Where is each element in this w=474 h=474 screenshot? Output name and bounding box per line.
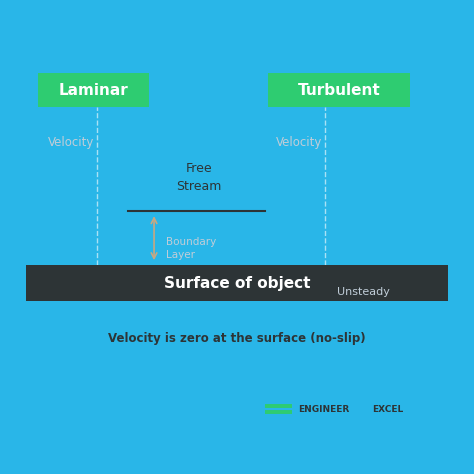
Text: Turbulent: Turbulent xyxy=(298,82,380,98)
Text: Boundary
Layer: Boundary Layer xyxy=(166,237,216,260)
FancyBboxPatch shape xyxy=(26,265,448,301)
FancyBboxPatch shape xyxy=(38,73,149,107)
FancyBboxPatch shape xyxy=(268,73,410,107)
Text: Laminar: Laminar xyxy=(59,82,128,98)
Text: Velocity is zero at the surface (no-slip): Velocity is zero at the surface (no-slip… xyxy=(108,332,366,346)
Text: Free
Stream: Free Stream xyxy=(176,162,222,193)
Text: Surface of object: Surface of object xyxy=(164,276,310,291)
Text: Velocity: Velocity xyxy=(48,136,94,149)
Text: ENGINEER: ENGINEER xyxy=(299,405,350,413)
Text: Velocity: Velocity xyxy=(275,136,322,149)
Text: EXCEL: EXCEL xyxy=(372,405,403,413)
Text: Unsteady: Unsteady xyxy=(337,286,390,297)
